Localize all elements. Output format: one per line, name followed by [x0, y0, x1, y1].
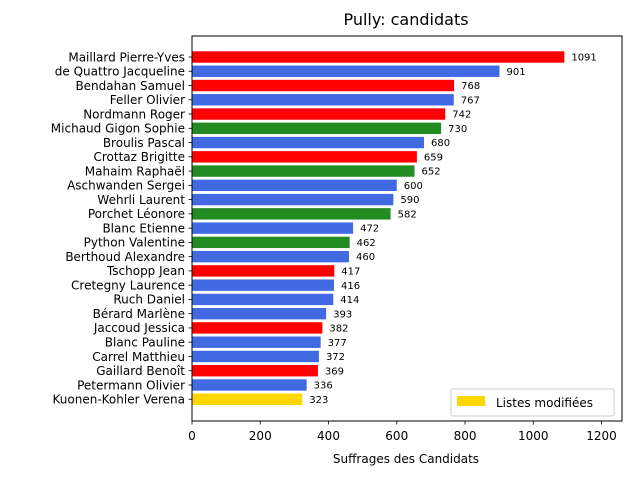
- value-label: 590: [400, 195, 419, 206]
- x-tick-label: 400: [317, 429, 340, 443]
- bar: [192, 293, 334, 306]
- x-axis-label: Suffrages des Candidats: [333, 452, 479, 466]
- value-label: 1091: [571, 53, 596, 64]
- value-label: 582: [398, 209, 417, 220]
- bar: [192, 250, 349, 263]
- bar: [192, 108, 446, 120]
- category-label: Tschopp Jean: [106, 264, 185, 278]
- category-label: Mahaim Raphaël: [85, 164, 185, 178]
- bar: [192, 222, 354, 234]
- bar: [192, 179, 397, 192]
- bar: [192, 79, 455, 92]
- legend-box: [450, 388, 615, 417]
- value-label: 768: [461, 81, 480, 92]
- category-label: Cretegny Laurence: [71, 278, 185, 292]
- value-label: 372: [326, 352, 345, 363]
- bar: [192, 51, 565, 63]
- x-tick-label: 800: [454, 429, 477, 443]
- value-label: 652: [422, 167, 441, 178]
- category-label: Blanc Etienne: [102, 221, 185, 235]
- category-label: Nordmann Roger: [83, 107, 185, 121]
- category-label: Bendahan Samuel: [75, 79, 185, 93]
- category-label: Jaccoud Jessica: [93, 321, 185, 335]
- value-label: 460: [356, 252, 375, 263]
- bar: [192, 365, 318, 377]
- bar: [192, 379, 307, 391]
- value-label: 472: [360, 224, 379, 235]
- value-label: 323: [309, 395, 328, 406]
- x-axis-ticks: 0 200 400 600 800 1000 1200: [188, 421, 617, 443]
- bar: [192, 236, 350, 249]
- category-label: Petermann Olivier: [77, 378, 185, 392]
- value-label: 680: [431, 138, 450, 149]
- value-label: 382: [329, 324, 348, 335]
- category-label: Berthoud Alexandre: [65, 250, 185, 264]
- bar: [192, 165, 415, 177]
- bar: [192, 208, 391, 220]
- category-label: Feller Olivier: [110, 93, 185, 107]
- category-label: Broulis Pascal: [103, 136, 185, 150]
- category-label: Porchet Léonore: [88, 207, 185, 221]
- chart-title: Pully: candidats: [343, 10, 468, 29]
- category-label: Crottaz Brigitte: [93, 150, 185, 164]
- bar: [192, 279, 334, 291]
- value-label: 462: [357, 238, 376, 249]
- category-label: Ruch Daniel: [113, 293, 185, 307]
- x-tick-label: 1200: [586, 429, 617, 443]
- x-tick-label: 0: [188, 429, 196, 443]
- value-label: 336: [314, 381, 333, 392]
- bar: [192, 193, 394, 206]
- value-label: 659: [424, 152, 443, 163]
- x-tick-label: 1000: [518, 429, 549, 443]
- value-label: 730: [448, 124, 467, 135]
- bar: [192, 393, 303, 405]
- category-label: Python Valentine: [84, 236, 185, 250]
- category-label: Wehrli Laurent: [97, 193, 185, 207]
- bar: [192, 136, 425, 149]
- x-tick-label: 600: [385, 429, 408, 443]
- legend-swatch: [457, 396, 485, 406]
- value-label: 369: [325, 366, 344, 377]
- value-label: 742: [452, 110, 471, 121]
- value-label: 767: [461, 95, 480, 106]
- value-label: 377: [328, 338, 347, 349]
- x-tick-label: 200: [249, 429, 272, 443]
- bar: [192, 151, 417, 163]
- plot-frame: [191, 35, 623, 422]
- bar: [192, 94, 454, 106]
- bar: [192, 122, 442, 134]
- value-label: 416: [341, 281, 360, 292]
- category-label: Kuonen-Kohler Verena: [53, 393, 186, 407]
- bar: [192, 65, 500, 77]
- category-label: Maillard Pierre-Yves: [68, 50, 185, 64]
- category-label: Carrel Matthieu: [92, 350, 185, 364]
- bar: [192, 307, 327, 320]
- value-label: 414: [340, 295, 359, 306]
- bar: [192, 350, 319, 363]
- category-label: de Quattro Jacqueline: [55, 65, 185, 79]
- value-label: 901: [506, 67, 525, 78]
- category-label: Blanc Pauline: [105, 336, 185, 350]
- value-label: 600: [404, 181, 423, 192]
- value-label: 393: [333, 309, 352, 320]
- category-label: Bérard Marlène: [93, 307, 185, 321]
- legend-label: Listes modifiées: [496, 396, 593, 410]
- value-labels: 1091 901 768 767 742 730 680 659 652 600 590 582 472…: [309, 53, 597, 406]
- bar: [192, 322, 323, 334]
- bars-group: [192, 51, 565, 405]
- legend: Listes modifiées: [450, 388, 615, 417]
- category-label: Aschwanden Sergei: [67, 179, 185, 193]
- bar: [192, 336, 321, 348]
- category-label: Michaud Gigon Sophie: [51, 122, 185, 136]
- bar: [192, 265, 335, 277]
- value-label: 417: [341, 267, 360, 278]
- category-label: Gaillard Benoît: [96, 364, 185, 378]
